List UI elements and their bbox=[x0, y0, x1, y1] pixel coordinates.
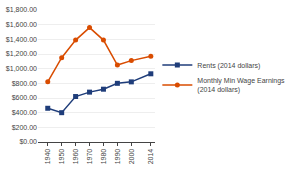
svg-text:$1,800.00: $1,800.00 bbox=[6, 6, 37, 13]
svg-text:2000: 2000 bbox=[128, 149, 135, 165]
svg-text:2014: 2014 bbox=[147, 149, 154, 165]
svg-text:1990: 1990 bbox=[114, 149, 121, 165]
svg-text:$1,400.00: $1,400.00 bbox=[6, 36, 37, 43]
svg-text:1960: 1960 bbox=[72, 149, 79, 165]
svg-text:Monthly Min Wage Earnings(2014: Monthly Min Wage Earnings(2014 dollars) bbox=[197, 77, 285, 94]
svg-text:Rents (2014 dollars): Rents (2014 dollars) bbox=[197, 62, 260, 70]
svg-text:1940: 1940 bbox=[44, 149, 51, 165]
svg-text:$1,600.00: $1,600.00 bbox=[6, 21, 37, 28]
svg-text:1950: 1950 bbox=[58, 149, 65, 165]
svg-text:$0.00: $0.00 bbox=[19, 138, 37, 145]
svg-text:$1,000.00: $1,000.00 bbox=[6, 65, 37, 72]
svg-text:$800.00: $800.00 bbox=[12, 80, 37, 87]
svg-text:$1,200.00: $1,200.00 bbox=[6, 50, 37, 57]
svg-text:1980: 1980 bbox=[100, 149, 107, 165]
svg-text:$400.00: $400.00 bbox=[12, 109, 37, 116]
svg-text:$600.00: $600.00 bbox=[12, 94, 37, 101]
svg-text:$200.00: $200.00 bbox=[12, 124, 37, 131]
svg-text:1970: 1970 bbox=[86, 149, 93, 165]
